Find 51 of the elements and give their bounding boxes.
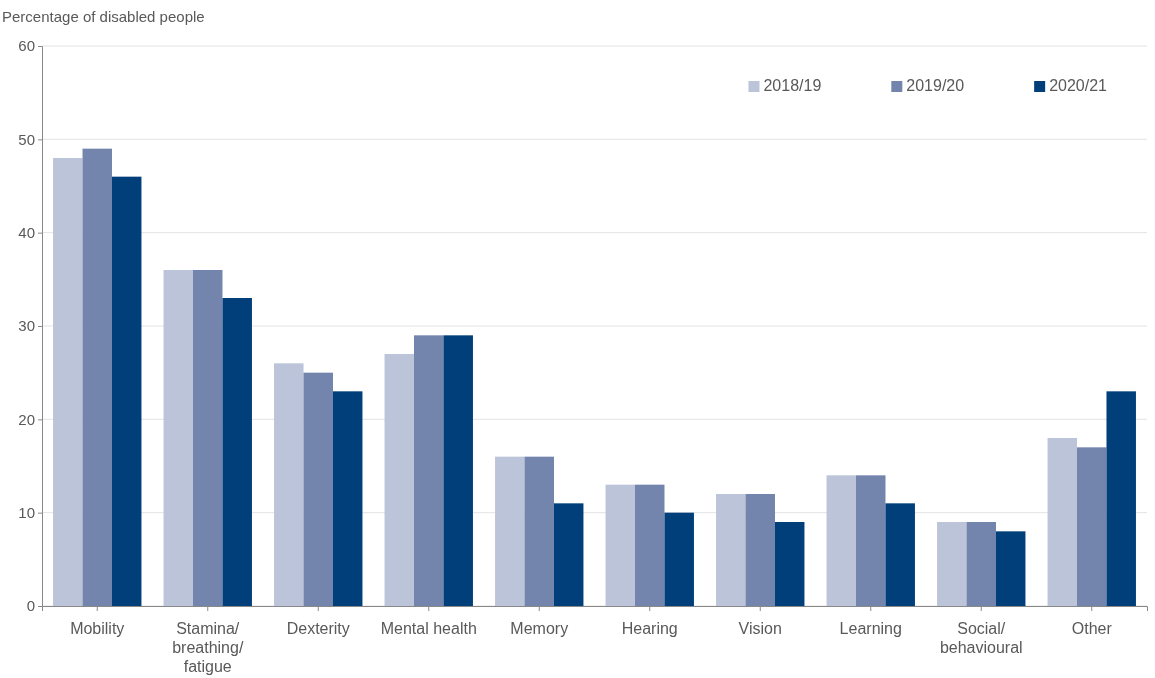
bar <box>53 158 83 606</box>
y-tick-label: 20 <box>18 410 35 428</box>
x-tick-label: Hearing <box>621 620 678 637</box>
y-axis-title: Percentage of disabled people <box>2 8 205 25</box>
bar <box>745 494 775 606</box>
x-tick-label: Stamina/ breathing/ fatigue <box>172 620 244 675</box>
y-tick-label: 40 <box>18 223 35 241</box>
bar <box>774 522 805 606</box>
x-tick-label: Learning <box>839 620 902 637</box>
bar <box>664 512 694 606</box>
y-tick-label: 0 <box>26 597 35 615</box>
y-tick-label: 30 <box>18 317 35 335</box>
bar <box>635 484 665 606</box>
bar <box>443 335 473 606</box>
bar <box>1077 447 1107 606</box>
x-tick-label: Other <box>1071 620 1113 637</box>
y-tick-label: 10 <box>18 503 35 521</box>
bar <box>966 522 996 606</box>
bar <box>274 363 304 606</box>
bar <box>1106 391 1136 606</box>
y-tick-label: 50 <box>18 130 35 148</box>
x-tick-label: Mobility <box>70 620 125 637</box>
bar <box>605 484 636 606</box>
bar <box>222 298 252 606</box>
bar <box>163 270 194 606</box>
x-tick-label: Memory <box>510 620 569 637</box>
x-tick-label: Dexterity <box>286 620 350 637</box>
y-tick-label: 60 <box>18 37 35 55</box>
bar <box>303 372 333 606</box>
x-tick-label: Mental health <box>380 620 477 637</box>
bar <box>414 335 444 606</box>
bar <box>495 456 525 606</box>
bar <box>384 354 415 606</box>
bar <box>111 176 142 606</box>
bar <box>332 391 363 606</box>
bar <box>1047 438 1078 606</box>
legend-label: 2019/20 <box>906 77 965 94</box>
bar <box>193 270 223 606</box>
bar <box>524 456 554 606</box>
x-tick-label: Social/ behavioural <box>939 620 1023 656</box>
x-tick-label: Vision <box>738 620 782 637</box>
bar <box>553 503 584 606</box>
legend-label: 2020/21 <box>1049 77 1108 94</box>
bar <box>716 494 746 606</box>
bar <box>937 522 967 606</box>
legend-label: 2018/19 <box>763 77 822 94</box>
bar <box>995 531 1026 606</box>
bar <box>826 475 857 606</box>
bar <box>82 148 112 606</box>
bar <box>856 475 886 606</box>
bar <box>885 503 915 606</box>
